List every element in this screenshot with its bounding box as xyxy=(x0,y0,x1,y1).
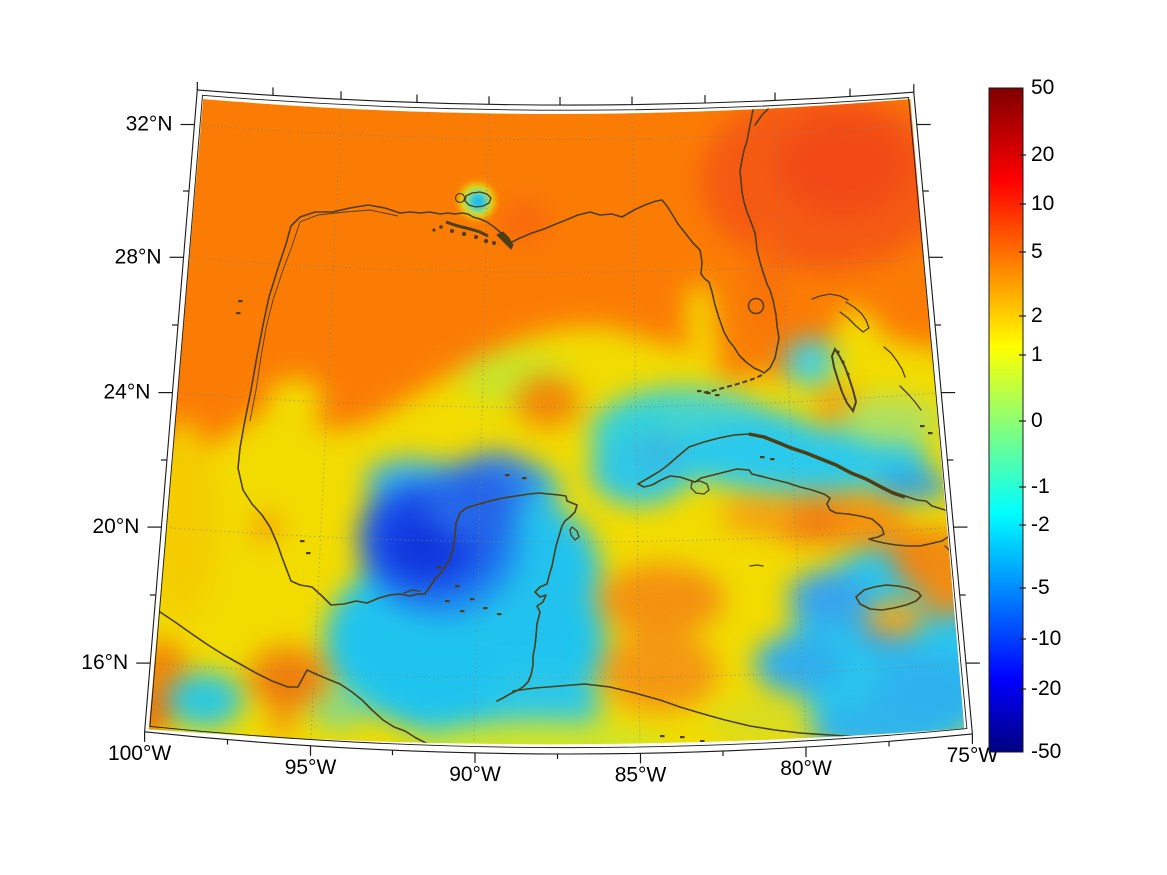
svg-text:10: 10 xyxy=(1031,192,1054,215)
svg-text:-20: -20 xyxy=(1031,677,1061,700)
svg-text:5: 5 xyxy=(1031,240,1043,263)
svg-text:-1: -1 xyxy=(1031,475,1050,498)
svg-text:50: 50 xyxy=(1031,76,1054,99)
svg-text:85°W: 85°W xyxy=(615,763,667,786)
svg-text:90°W: 90°W xyxy=(449,763,501,786)
svg-text:2: 2 xyxy=(1031,304,1043,327)
svg-text:80°W: 80°W xyxy=(780,757,832,780)
svg-text:24°N: 24°N xyxy=(103,381,150,404)
svg-text:28°N: 28°N xyxy=(115,245,162,268)
svg-text:100°W: 100°W xyxy=(108,742,171,765)
svg-text:1: 1 xyxy=(1031,343,1043,366)
svg-text:20: 20 xyxy=(1031,143,1054,166)
svg-text:-10: -10 xyxy=(1031,627,1061,650)
svg-text:16°N: 16°N xyxy=(81,651,128,674)
svg-text:95°W: 95°W xyxy=(285,756,337,779)
svg-text:-5: -5 xyxy=(1031,576,1050,599)
svg-text:75°W: 75°W xyxy=(947,744,999,767)
svg-text:20°N: 20°N xyxy=(92,515,139,538)
svg-text:0: 0 xyxy=(1031,409,1043,432)
svg-text:-2: -2 xyxy=(1031,513,1050,536)
svg-text:32°N: 32°N xyxy=(126,113,173,136)
svg-text:-50: -50 xyxy=(1031,740,1061,763)
